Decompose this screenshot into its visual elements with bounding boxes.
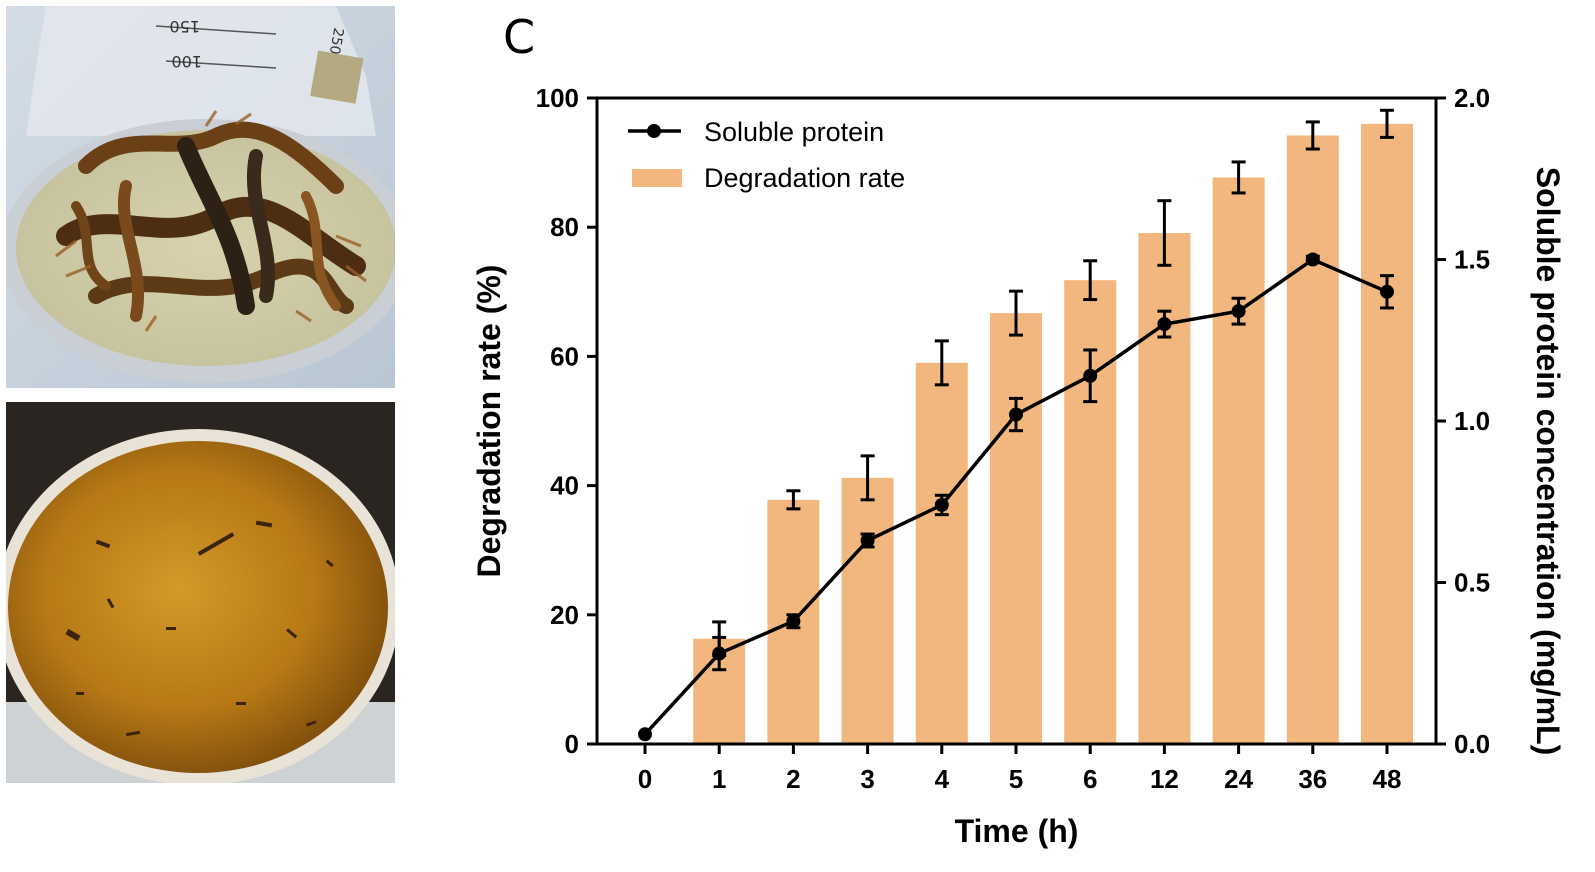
panel-label-c: C bbox=[503, 10, 536, 64]
x-tick-label-36: 36 bbox=[1298, 764, 1327, 794]
point-24 bbox=[1231, 304, 1246, 319]
legend-bar-swatch bbox=[632, 169, 682, 187]
legend-label-soluble-protein: Soluble protein bbox=[704, 117, 884, 147]
x-tick-label-5: 5 bbox=[1009, 764, 1023, 794]
bar-5 bbox=[990, 313, 1042, 744]
point-0 bbox=[638, 727, 652, 742]
x-tick-label-3: 3 bbox=[860, 764, 874, 794]
y-tick-label-100: 100 bbox=[536, 83, 579, 113]
legend: Soluble protein Degradation rate bbox=[628, 117, 905, 193]
x-tick-label-4: 4 bbox=[935, 764, 950, 794]
flask-seaweed-image: 150 100 250ml bbox=[6, 6, 395, 388]
line-series-soluble-protein bbox=[638, 252, 1394, 742]
bar-3 bbox=[841, 477, 894, 744]
y2-tick-label-0.5: 0.5 bbox=[1454, 568, 1490, 598]
point-12 bbox=[1157, 317, 1172, 332]
y-tick-label-60: 60 bbox=[550, 341, 579, 371]
y-tick-label-40: 40 bbox=[550, 471, 579, 501]
x-tick-label-12: 12 bbox=[1150, 764, 1179, 794]
y2-tick-label-1.5: 1.5 bbox=[1454, 245, 1490, 275]
y2-tick-label-1.0: 1.0 bbox=[1454, 406, 1490, 436]
point-2 bbox=[786, 614, 801, 629]
point-36 bbox=[1305, 252, 1320, 267]
bar-36 bbox=[1286, 135, 1339, 744]
y2-tick-label-2.0: 2.0 bbox=[1454, 83, 1490, 113]
point-3 bbox=[860, 533, 875, 548]
point-1 bbox=[712, 646, 727, 661]
x-tick-label-1: 1 bbox=[712, 764, 726, 794]
x-axis-title: Time (h) bbox=[955, 813, 1079, 849]
x-tick-label-6: 6 bbox=[1083, 764, 1097, 794]
x-tick-label-2: 2 bbox=[786, 764, 800, 794]
y2-tick-label-0.0: 0.0 bbox=[1454, 729, 1490, 759]
legend-marker-swatch bbox=[647, 124, 661, 138]
photo-flask-seaweed: 150 100 250ml bbox=[6, 6, 395, 388]
x-tick-label-24: 24 bbox=[1224, 764, 1253, 794]
y-axis-title: Degradation rate (%) bbox=[471, 265, 507, 578]
bar-24 bbox=[1212, 177, 1265, 744]
flask-marking-100: 100 bbox=[171, 52, 202, 71]
point-6 bbox=[1083, 368, 1098, 383]
photo-flask-brown-liquid bbox=[6, 402, 395, 783]
legend-label-degradation-rate: Degradation rate bbox=[704, 163, 905, 193]
bar-4 bbox=[915, 362, 968, 744]
bar-48 bbox=[1361, 123, 1413, 745]
flask-brown-liquid-image bbox=[6, 402, 395, 783]
bar-12 bbox=[1138, 233, 1191, 744]
x-tick-label-0: 0 bbox=[638, 764, 652, 794]
y2-axis-title: Soluble protein concentration (mg/mL) bbox=[1530, 167, 1566, 755]
point-48 bbox=[1380, 284, 1394, 299]
point-4 bbox=[934, 497, 949, 512]
y-tick-label-80: 80 bbox=[550, 212, 579, 242]
y-tick-label-20: 20 bbox=[550, 600, 579, 630]
x-tick-label-48: 48 bbox=[1373, 764, 1402, 794]
point-5 bbox=[1009, 407, 1023, 422]
y-tick-label-0: 0 bbox=[565, 729, 579, 759]
flask-marking-150: 150 bbox=[169, 17, 200, 36]
bar-series-degradation-rate bbox=[693, 108, 1413, 745]
